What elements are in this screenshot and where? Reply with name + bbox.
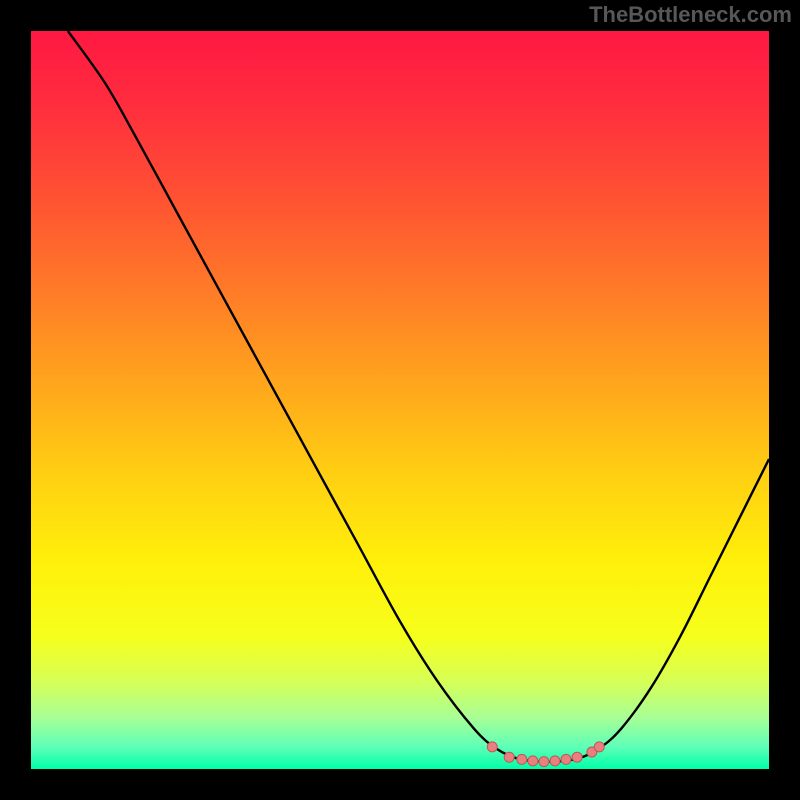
optimal-marker bbox=[517, 754, 527, 764]
bottleneck-chart bbox=[0, 0, 800, 800]
optimal-marker bbox=[528, 756, 538, 766]
chart-container: TheBottleneck.com bbox=[0, 0, 800, 800]
optimal-marker bbox=[487, 742, 497, 752]
optimal-marker bbox=[572, 752, 582, 762]
optimal-marker bbox=[561, 754, 571, 764]
plot-background bbox=[31, 31, 769, 769]
optimal-marker bbox=[539, 757, 549, 767]
optimal-marker bbox=[504, 752, 514, 762]
optimal-marker bbox=[594, 742, 604, 752]
optimal-marker bbox=[550, 756, 560, 766]
watermark-text: TheBottleneck.com bbox=[589, 2, 792, 28]
